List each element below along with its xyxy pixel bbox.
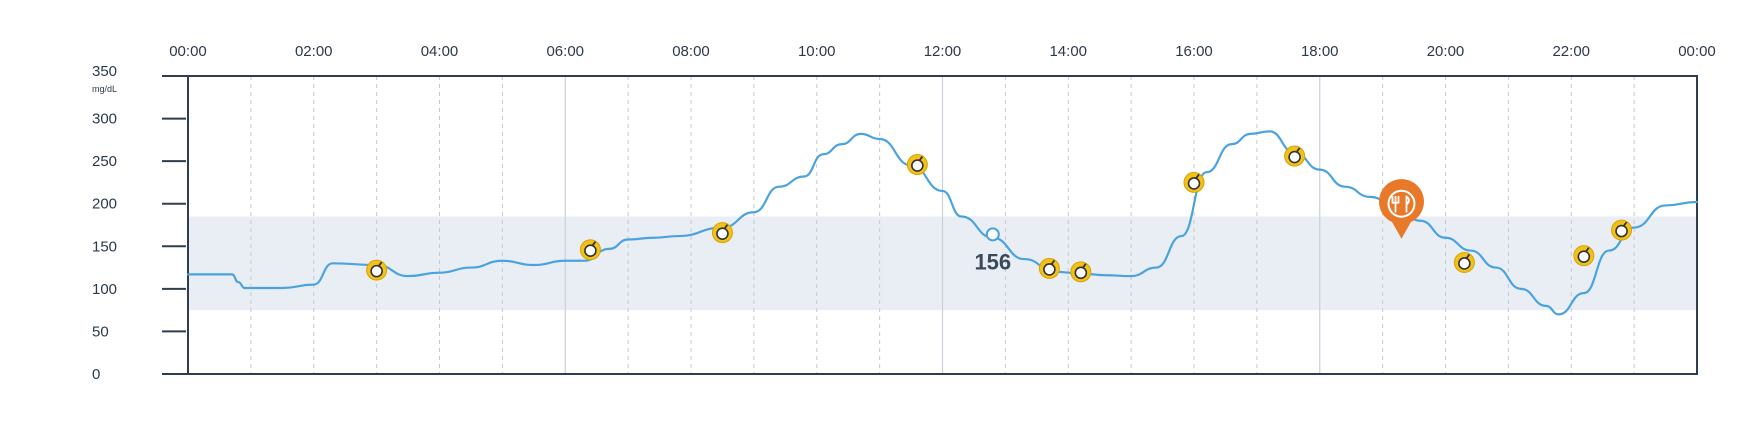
insulin-dose-icon (366, 259, 388, 281)
x-tick-label: 08:00 (672, 43, 710, 60)
insulin-marker-tick (1465, 253, 1471, 260)
insulin-marker-center (370, 264, 383, 278)
insulin-dose-icon (1070, 261, 1092, 283)
insulin-marker-center (911, 159, 924, 172)
insulin-marker-center (584, 244, 597, 257)
glucose-series (186, 130, 1699, 316)
insulin-dose-icon (1453, 251, 1475, 273)
x-tick-label: 22:00 (1552, 43, 1590, 60)
insulin-marker-tick (1082, 263, 1087, 269)
readout-point (985, 227, 1000, 242)
x-tick-label: 04:00 (421, 43, 459, 60)
insulin-dose-icon (1284, 145, 1306, 167)
insulin-dose-icon (1611, 219, 1633, 241)
x-tick-label: 16:00 (1175, 43, 1213, 60)
x-axis-ticks: 00:00 02:00 04:00 06:00 08:00 10:00 12:00 14:00… (169, 43, 1716, 60)
x-tick-label: 18:00 (1301, 43, 1339, 60)
x-tick-label: 12:00 (924, 43, 962, 60)
insulin-marker-center (1577, 250, 1591, 263)
y-tick-label: 300 (92, 111, 117, 128)
insulin-dose-icon (1038, 257, 1060, 279)
insulin-dose-icon (1573, 245, 1595, 267)
y-tick-label: 350 (92, 63, 117, 80)
insulin-dose-icon (579, 239, 601, 261)
insulin-marker-center (1288, 150, 1301, 164)
insulin-marker-center (716, 227, 729, 240)
readout-value: 156 (974, 249, 1011, 274)
y-tick-label: 200 (92, 196, 117, 213)
insulin-marker-tick (591, 241, 597, 247)
x-tick-label: 14:00 (1049, 43, 1087, 60)
insulin-marker-tick (1585, 247, 1590, 253)
insulin-dose-icon (906, 154, 928, 176)
insulin-marker-tick (1295, 147, 1301, 153)
y-axis-ticks: 0 50 100 150 200 250 300 350 (92, 63, 186, 383)
x-tick-label: 02:00 (295, 43, 333, 60)
meal-pin-core (1389, 191, 1414, 216)
y-tick-label: 100 (92, 281, 117, 298)
insulin-marker-tick (918, 156, 924, 162)
x-tick-label: 00:00 (169, 43, 207, 60)
event-markers (366, 145, 1633, 283)
insulin-marker-tick (723, 224, 729, 230)
y-tick-label: 250 (92, 153, 117, 170)
insulin-marker-center (1187, 177, 1201, 190)
meal-fork-knife-icon (1379, 179, 1424, 239)
y-unit-label: mg/dL (92, 84, 117, 94)
insulin-marker-tick (1622, 221, 1628, 227)
glucose-line (186, 130, 1699, 316)
fork-icon (1391, 195, 1400, 213)
insulin-marker-tick (1050, 259, 1056, 265)
insulin-dose-icon (1183, 171, 1205, 193)
x-tick-label: 20:00 (1427, 43, 1465, 60)
y-tick-label: 0 (92, 366, 100, 383)
y-tick-label: 150 (92, 238, 117, 255)
x-tick-label: 06:00 (546, 43, 584, 60)
y-tick-label: 50 (92, 323, 109, 340)
insulin-marker-tick (377, 261, 383, 267)
insulin-dose-icon (711, 222, 733, 244)
insulin-marker-center (1074, 266, 1088, 280)
knife-icon (1405, 195, 1410, 213)
x-tick-label: 00:00 (1678, 43, 1716, 60)
readout-annotation: 156 (974, 227, 1011, 274)
insulin-marker-center (1615, 224, 1628, 238)
insulin-marker-center (1043, 263, 1056, 276)
insulin-marker-tick (1195, 173, 1200, 179)
insulin-marker-center (1458, 257, 1471, 270)
x-tick-label: 10:00 (798, 43, 836, 60)
time-gridlines (250, 76, 1635, 374)
chart-axes (162, 75, 1698, 375)
